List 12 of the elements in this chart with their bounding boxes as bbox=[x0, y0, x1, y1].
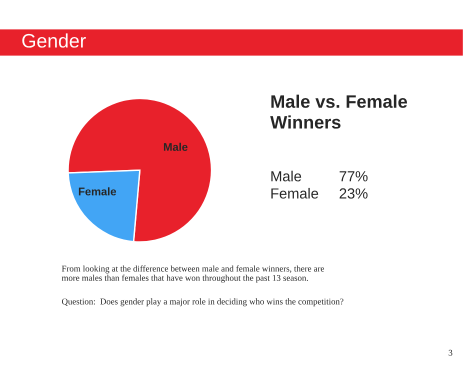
text: Male bbox=[271, 170, 302, 182]
text: 23% bbox=[340, 188, 368, 199]
text: Male vs. Female Winners bbox=[270, 94, 408, 129]
text: Question: Does gender play a major role in deciding who wins the competition? bbox=[62, 298, 344, 306]
pie-slice bbox=[67, 98, 212, 243]
text: 3 bbox=[448, 350, 452, 356]
text: Female bbox=[271, 188, 318, 199]
chart-title: Gender bbox=[22, 33, 86, 48]
text: 77% bbox=[340, 171, 368, 182]
slice-label: Male bbox=[164, 142, 188, 151]
slice-label: Female bbox=[78, 187, 116, 196]
text: From looking at the difference between male and female winners, there are more males than females that have won throughout the past 13 season. bbox=[62, 265, 324, 283]
